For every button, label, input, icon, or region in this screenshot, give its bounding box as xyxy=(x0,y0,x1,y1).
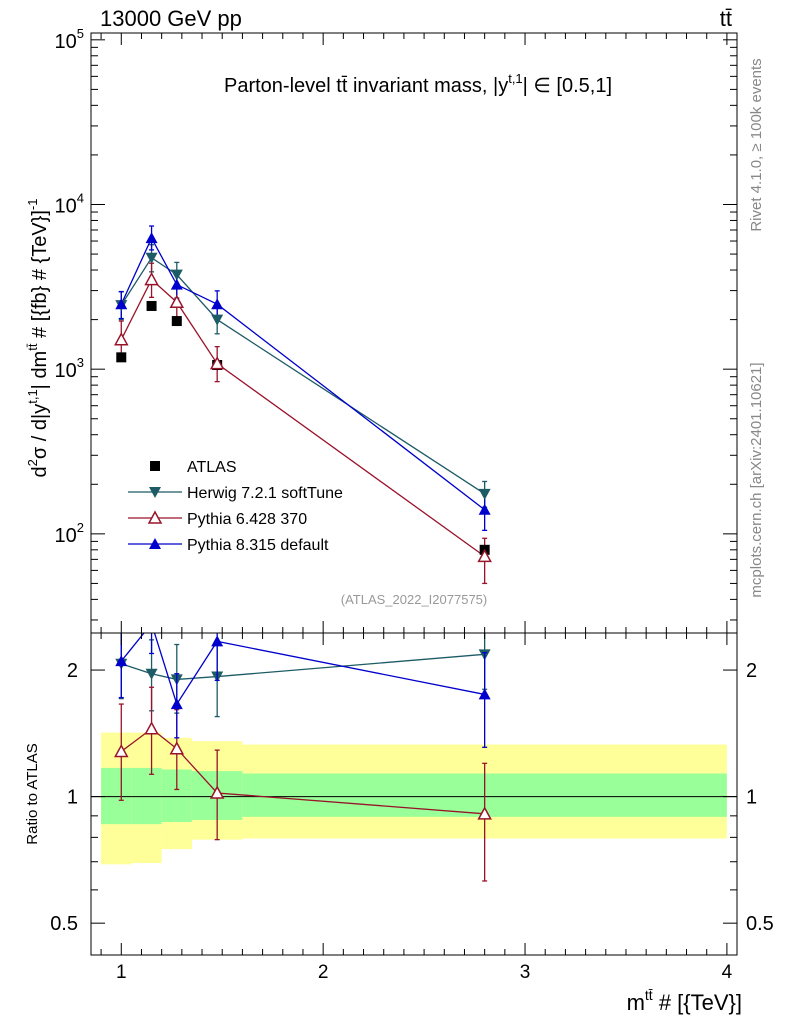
axes-layer: 1 2 3 4 102 103 104 105 0.5 0.5 1 1 2 2 xyxy=(50,26,774,983)
ratio-uncertainty-bands xyxy=(101,732,727,865)
legend: ATLAS Herwig 7.2.1 softTune Pythia 6.428 3… xyxy=(128,459,343,554)
legend-item-pythia-6-428-370: Pythia 6.428 370 xyxy=(128,510,307,528)
ratio-y-tick-left-1: 1 xyxy=(67,787,78,809)
main-y-axis-label: d2σ / d|yt,1| dmtt̄ # [{fb} # {TeV}]-1 xyxy=(25,199,51,478)
pythia-8-315-default-point-0 xyxy=(115,298,128,310)
legend-item-pythia-8-315-default: Pythia 8.315 default xyxy=(128,537,329,554)
legend-label-atlas: ATLAS xyxy=(187,459,237,476)
pythia-8-315-default-ratio-point-2 xyxy=(170,698,183,710)
legend-item-atlas: ATLAS xyxy=(150,459,237,476)
x-tick-label-1: 1 xyxy=(116,962,127,983)
atlas-point-2 xyxy=(171,316,182,327)
pythia-6-428-370-ratio-point-4 xyxy=(477,806,492,820)
pythia-8-315-default-ratio-errorbar-1 xyxy=(149,633,155,655)
herwig-7-2-1-softtune-point-4 xyxy=(478,488,491,500)
pythia-8-315-default-point-3 xyxy=(211,298,224,310)
y-tick-label-10000: 104 xyxy=(55,190,84,217)
legend-marker-atlas xyxy=(150,461,160,471)
pythia-8-315-default-ratio-point-3 xyxy=(211,635,224,647)
legend-label-pythia-6-428-370: Pythia 6.428 370 xyxy=(187,511,307,528)
herwig-7-2-1-softtune-point-2 xyxy=(170,269,183,281)
pythia-8-315-default-ratio-point-0 xyxy=(115,655,128,667)
pythia-6-428-370-point-3 xyxy=(209,356,225,370)
chart-title: Parton-level tt̄ invariant mass, |yt,1| … xyxy=(224,71,612,97)
legend-marker-pythia-8-315-default xyxy=(149,538,161,549)
ratio-plot-frame xyxy=(90,632,738,956)
legend-label-pythia-8-315-default: Pythia 8.315 default xyxy=(187,537,329,554)
pythia-6-428-370-ratio-errorbar-4 xyxy=(482,762,488,882)
herwig-7-2-1-softtune-ratio-point-1 xyxy=(145,668,158,680)
pythia-6-428-370-ratio-point-1 xyxy=(144,721,159,735)
ratio-y-axis-label: Ratio to ATLAS xyxy=(24,743,41,844)
ratio-y-tick-right-0.5: 0.5 xyxy=(746,913,774,935)
ratio-y-tick-left-2: 2 xyxy=(67,660,78,682)
pythia-6-428-370-point-2 xyxy=(169,294,185,308)
pythia-6-428-370-point-4 xyxy=(477,548,492,563)
pythia-6-428-370-point-0 xyxy=(114,332,129,346)
herwig-7-2-1-softtune-point-1 xyxy=(145,252,158,264)
x-tick-label-4: 4 xyxy=(722,962,733,983)
inner-band-0 xyxy=(101,767,132,825)
x-tick-label-3: 3 xyxy=(520,962,531,983)
pythia-8-315-default-line xyxy=(120,236,486,511)
x-axis-label: mtt̄ # [{TeV}] xyxy=(627,987,742,1015)
pythia-6-428-370-ratio-point-2 xyxy=(169,741,185,755)
x-tick-label-2: 2 xyxy=(318,962,329,983)
energy-label: 13000 GeV pp xyxy=(100,6,242,31)
legend-marker-pythia-6-428-370 xyxy=(147,510,163,524)
pythia-6-428-370-point-1 xyxy=(144,272,159,286)
ratio-y-tick-left-0.5: 0.5 xyxy=(50,913,78,935)
legend-marker-herwig-7-2-1-softtune xyxy=(149,487,161,498)
rivet-version-label: Rivet 4.1.0, ≥ 100k events xyxy=(748,58,765,231)
ratio-series-layer xyxy=(114,618,492,882)
ratio-y-tick-right-1: 1 xyxy=(746,787,757,809)
main-series-layer xyxy=(114,225,492,585)
y-tick-label-100000: 105 xyxy=(55,26,84,53)
pythia-8-315-default-ratio-point-4 xyxy=(478,688,491,700)
ratio-y-tick-right-2: 2 xyxy=(746,660,757,682)
legend-item-herwig-7-2-1-softtune: Herwig 7.2.1 softTune xyxy=(128,485,343,502)
herwig-7-2-1-softtune-line xyxy=(120,256,486,495)
atlas-point-1 xyxy=(146,300,157,311)
atlas-point-0 xyxy=(116,352,127,363)
process-label: tt̄ xyxy=(720,6,732,31)
pythia-8-315-default-point-2 xyxy=(170,278,183,290)
legend-label-herwig-7-2-1-softtune: Herwig 7.2.1 softTune xyxy=(187,485,343,502)
pythia-6-428-370-ratio-point-3 xyxy=(209,785,225,799)
pythia-8-315-default-point-4 xyxy=(478,503,491,515)
analysis-watermark: (ATLAS_2022_I2077575) xyxy=(341,592,487,607)
pythia-8-315-default-point-1 xyxy=(145,232,158,244)
inner-band-1 xyxy=(131,767,162,825)
herwig-7-2-1-softtune-point-3 xyxy=(211,314,224,326)
y-tick-label-100: 102 xyxy=(55,520,84,547)
y-tick-label-1000: 103 xyxy=(55,355,84,382)
source-label: mcplots.cern.ch [arXiv:2401.10621] xyxy=(748,362,765,597)
pythia-8-315-default-ratio-point-1 xyxy=(146,618,158,629)
pythia-6-428-370-ratio-point-0 xyxy=(114,743,129,758)
pythia-8-315-default-ratio-errorbar-4 xyxy=(482,652,488,748)
